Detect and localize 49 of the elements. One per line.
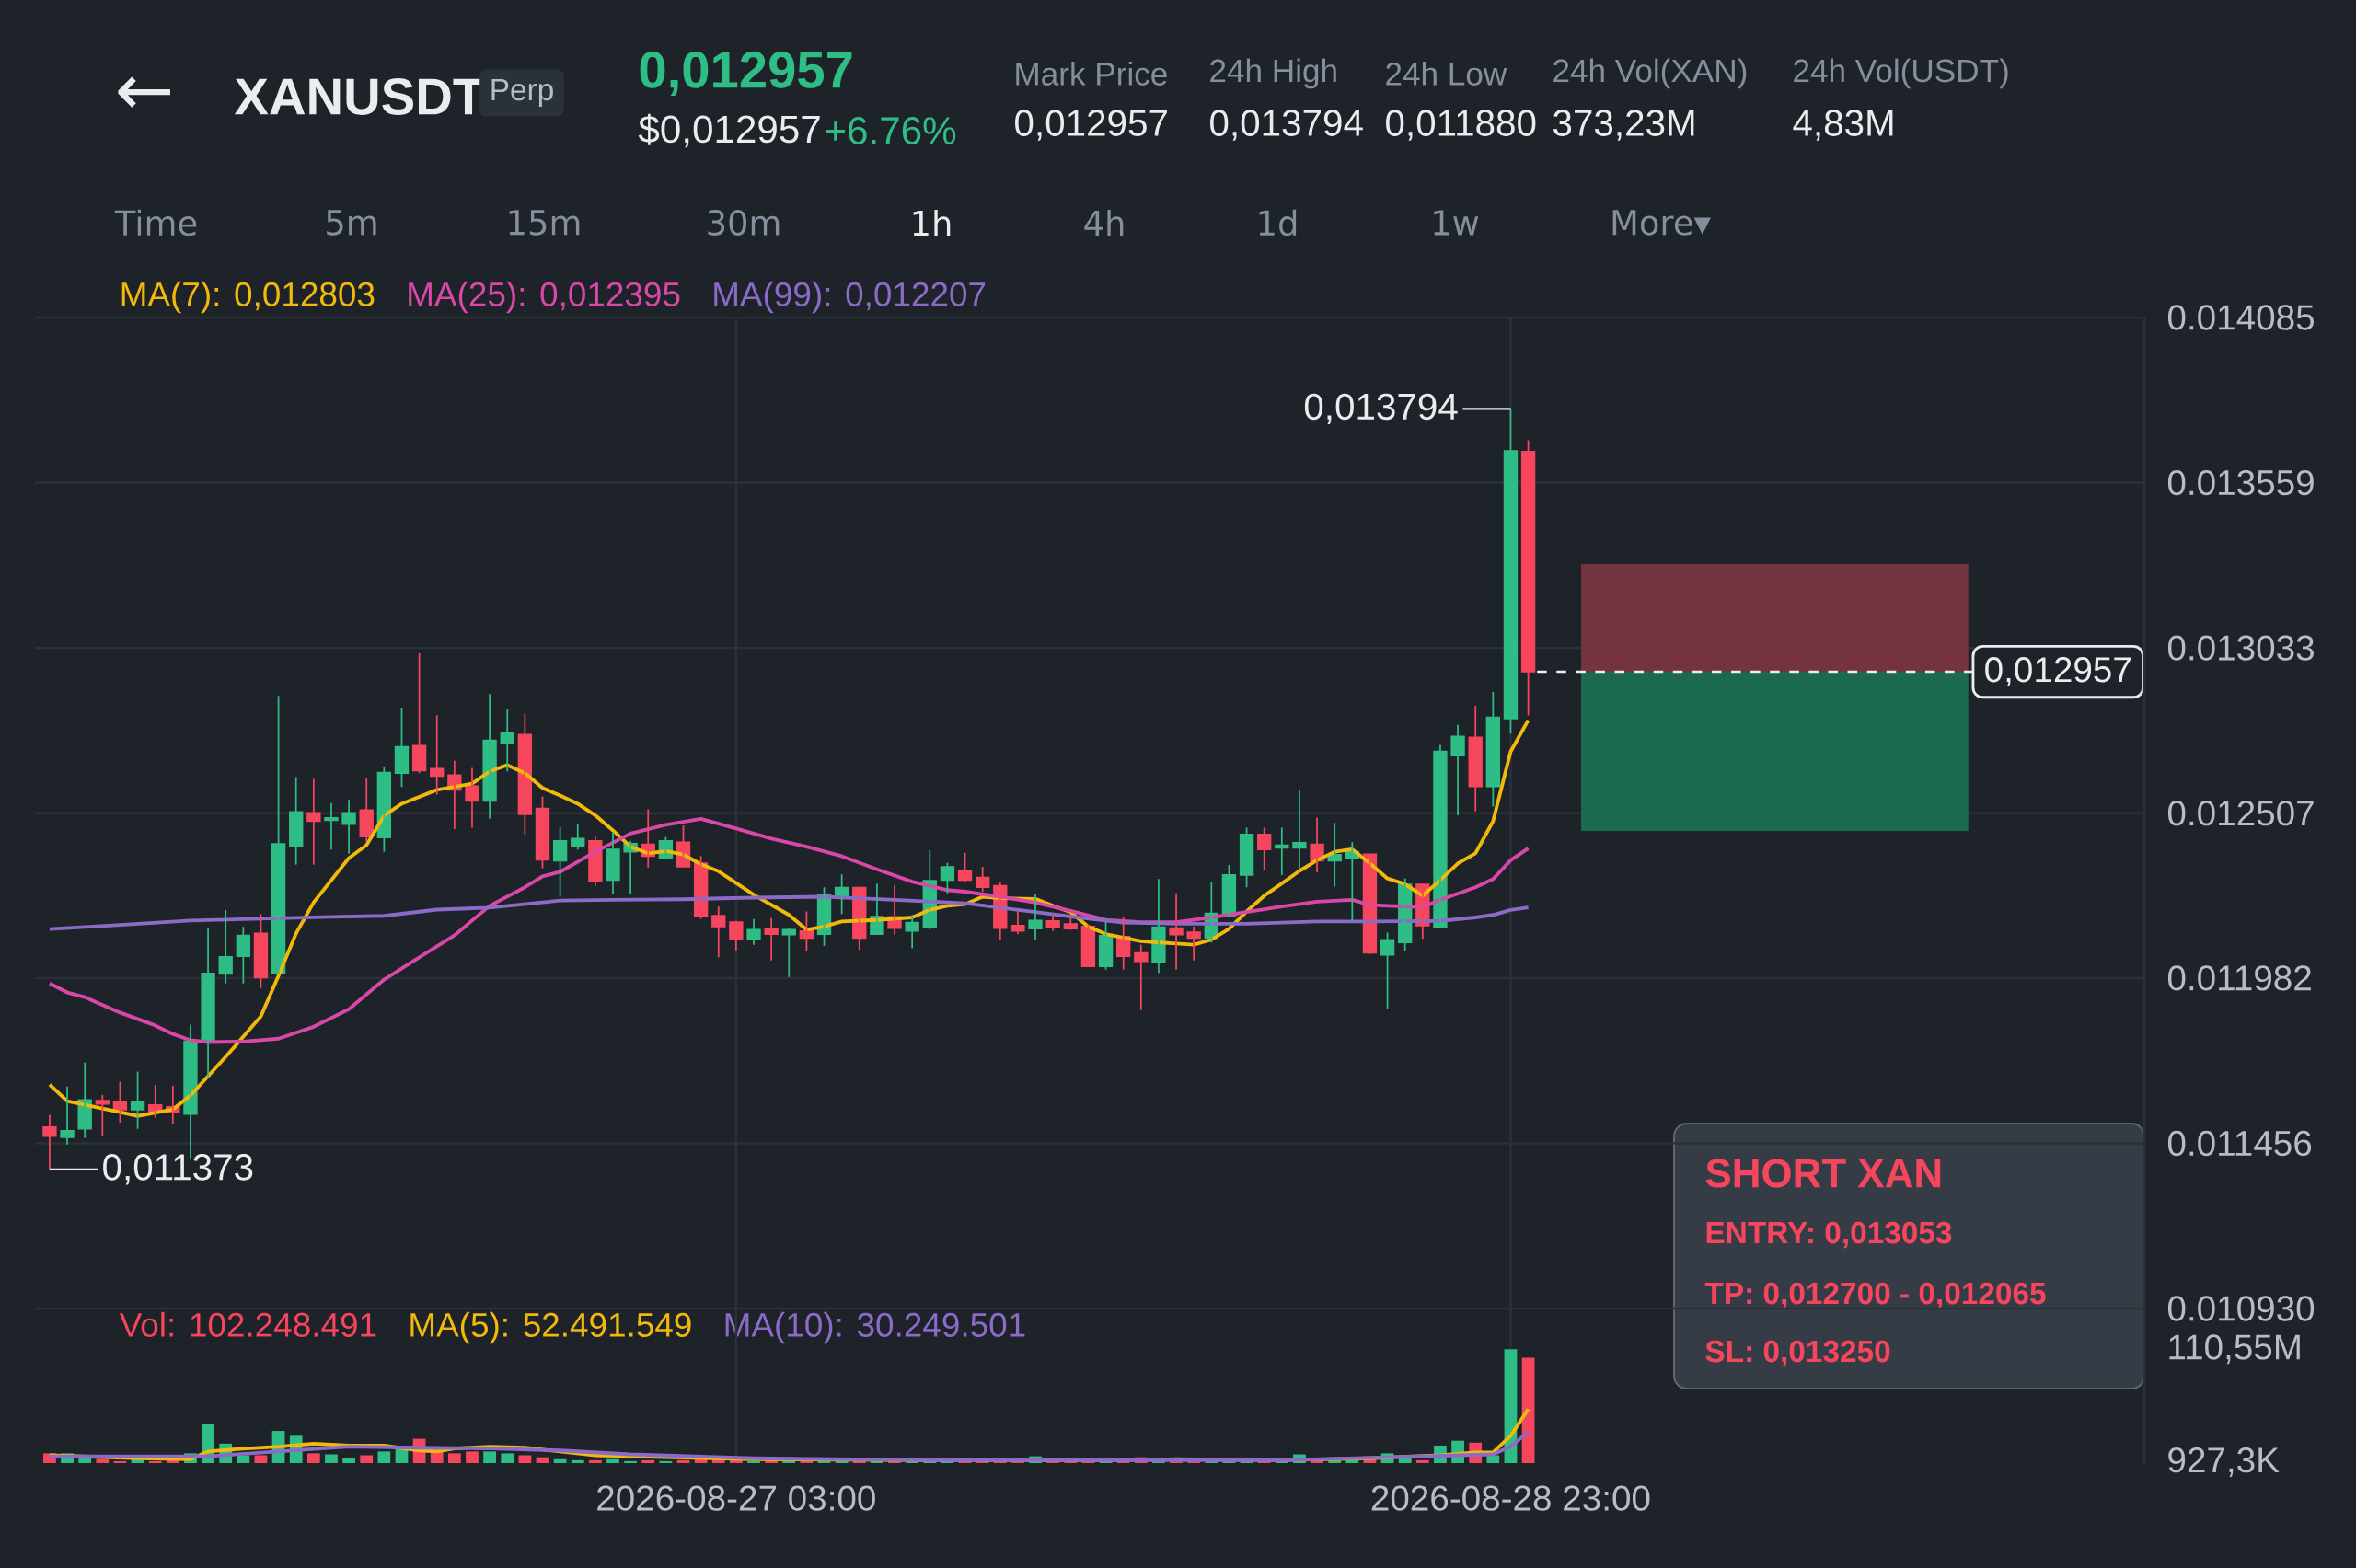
- y-tick-label: 0.011982: [2167, 965, 2311, 991]
- text: Time: [114, 209, 197, 236]
- text: 24h Vol(XAN): [1553, 58, 1747, 89]
- y-tick-label: 0.011456: [2167, 1130, 2312, 1157]
- annotation: 0,013794: [1304, 393, 1458, 425]
- text: 4,83M: [1793, 110, 1893, 141]
- y-tick-label: 0.014085: [2167, 305, 2315, 330]
- y-tick-label: 927,3K: [2168, 1447, 2280, 1477]
- text: MA(25): 0,012395: [409, 281, 680, 314]
- ref-line-label: 0,012957: [1985, 657, 2131, 687]
- text: 0,012957: [1015, 110, 1167, 141]
- text: Mark Price: [1016, 62, 1167, 86]
- text: More▾: [1612, 210, 1711, 236]
- text: MA(10): 30.249.501: [725, 1311, 1025, 1344]
- text: 24h High: [1210, 58, 1336, 89]
- text: 1d: [1259, 209, 1297, 236]
- text: 0,013794: [1210, 110, 1363, 141]
- y-tick-label: 0.013559: [2167, 469, 2314, 496]
- y-tick-label: 0.012507: [2167, 801, 2314, 826]
- chart-title: XANUSDT: [234, 78, 484, 115]
- text: MA(99): 0,012207: [714, 281, 986, 314]
- text: MA(7): 0,012803: [121, 281, 375, 314]
- x-tick-label: 2026-08-28 23:00: [1371, 1485, 1650, 1511]
- text: Perp: [491, 79, 553, 107]
- text: MA(5): 52.491.549: [410, 1311, 691, 1344]
- x-tick-label: 2026-08-27 03:00: [597, 1485, 875, 1511]
- y-tick-label: 110,55M: [2169, 1334, 2300, 1365]
- text: 1h: [913, 210, 951, 236]
- text: 0,011880: [1386, 110, 1536, 141]
- text: 373,23M: [1553, 110, 1694, 141]
- text: $0,012957: [638, 113, 820, 148]
- text: 24h Low: [1386, 62, 1507, 86]
- text: 5m: [327, 210, 376, 236]
- text: 4h: [1084, 210, 1124, 236]
- text: +6.76%: [826, 117, 956, 144]
- text: 15m: [509, 210, 580, 236]
- text: 30m: [708, 210, 780, 236]
- text: Vol: 102.248.491: [119, 1311, 376, 1337]
- text: 1w: [1434, 210, 1479, 236]
- text: 0,012957: [640, 52, 852, 96]
- y-tick-label: 0.010930: [2167, 1296, 2315, 1321]
- annotation: SHORT XAN: [1705, 1159, 1941, 1188]
- annotation: TP: 0,012700 - 0,012065: [1704, 1282, 2046, 1309]
- annotation: ENTRY: 0,013053: [1706, 1221, 1952, 1249]
- text: ←: [118, 76, 170, 108]
- text: 24h Vol(USDT): [1794, 58, 2008, 89]
- annotation: SL: 0,013250: [1705, 1340, 1890, 1367]
- annotation: 0,011373: [103, 1154, 253, 1185]
- y-tick-label: 0.013033: [2167, 635, 2314, 661]
